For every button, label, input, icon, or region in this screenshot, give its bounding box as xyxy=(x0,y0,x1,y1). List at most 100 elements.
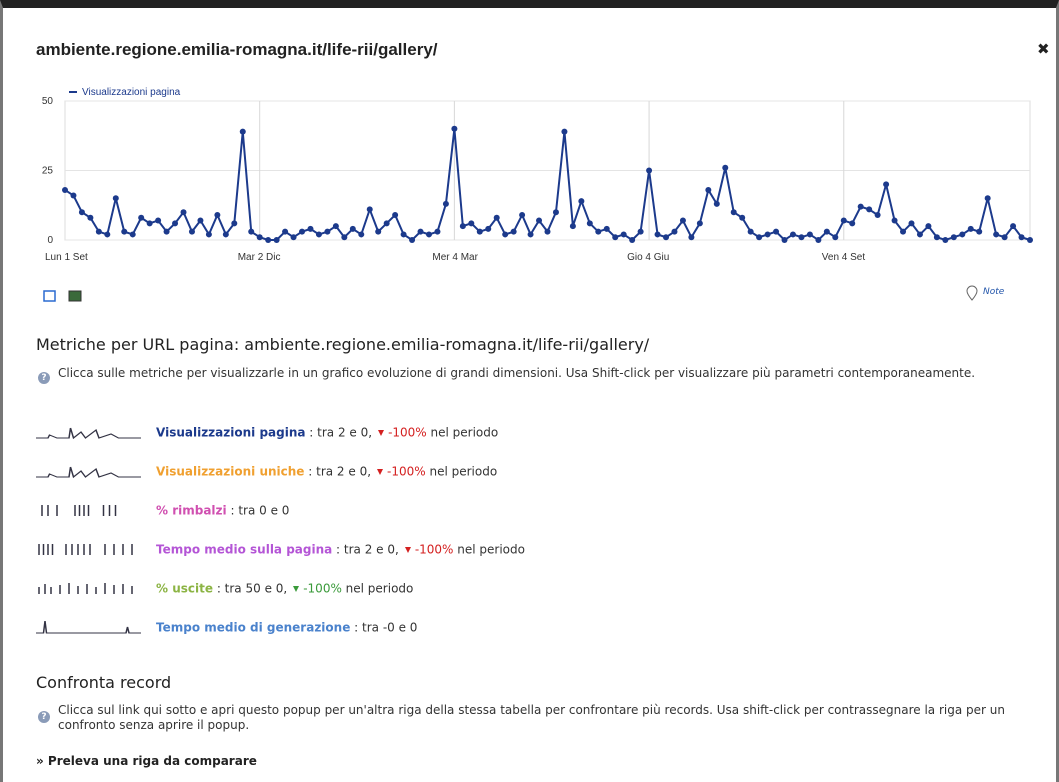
sparkline xyxy=(38,544,133,555)
point xyxy=(561,128,568,135)
point xyxy=(392,211,399,218)
point xyxy=(290,234,297,241)
metric-change: -100% xyxy=(387,464,426,479)
point xyxy=(324,228,331,235)
point xyxy=(629,237,636,243)
point xyxy=(409,237,416,243)
point xyxy=(832,234,839,241)
point xyxy=(908,220,915,227)
x-tick-label: Mar 2 Dic xyxy=(238,252,281,263)
point xyxy=(459,223,466,230)
point xyxy=(1001,234,1008,241)
point xyxy=(739,214,746,221)
point xyxy=(239,128,246,135)
metric-row[interactable]: Tempo medio sulla pagina : tra 2 e 0, -10… xyxy=(36,541,525,561)
point xyxy=(197,217,204,224)
note-link[interactable]: Note xyxy=(983,287,1005,297)
point xyxy=(222,231,229,238)
point xyxy=(874,211,881,218)
point xyxy=(552,209,559,216)
metric-row[interactable]: Visualizzazioni pagina : tra 2 e 0, -100%… xyxy=(36,424,498,444)
x-tick-label: Ven 4 Set xyxy=(822,252,866,263)
icons xyxy=(43,290,82,302)
point xyxy=(375,228,382,235)
point xyxy=(815,237,822,243)
point xyxy=(527,231,534,238)
metric-name: % uscite xyxy=(156,581,213,596)
close-button[interactable]: ✖ xyxy=(1037,40,1050,58)
point xyxy=(87,214,94,221)
point xyxy=(1010,223,1017,230)
change-arrow xyxy=(377,469,384,475)
popup-title: ambiente.regione.emilia-romagna.it/life-… xyxy=(36,40,438,59)
change-arrow xyxy=(404,547,411,553)
point xyxy=(214,211,221,218)
note-icon[interactable] xyxy=(965,285,979,301)
point xyxy=(764,231,771,238)
point xyxy=(104,231,111,238)
sparkline-path xyxy=(36,466,141,479)
metrics-heading: Metriche per URL pagina: ambiente.region… xyxy=(36,335,650,354)
metric-change: -100% xyxy=(388,425,427,440)
image-icon[interactable] xyxy=(68,290,82,302)
point xyxy=(172,220,179,227)
metric-name: Visualizzazioni uniche xyxy=(156,464,305,479)
metric-detail: : tra 2 e 0, xyxy=(304,464,372,479)
metric-row[interactable]: Visualizzazioni uniche : tra 2 e 0, -100%… xyxy=(36,463,497,483)
legend-label: Visualizzazioni pagina xyxy=(82,87,181,98)
sparkline xyxy=(36,466,141,479)
point xyxy=(883,181,890,188)
point xyxy=(646,167,653,174)
metric-row[interactable]: % rimbalzi : tra 0 e 0 xyxy=(36,502,289,522)
point xyxy=(121,228,128,235)
point xyxy=(163,228,170,235)
compare-help: Clicca sul link qui sotto e apri questo … xyxy=(58,703,1005,732)
point xyxy=(248,228,255,235)
point xyxy=(663,234,670,241)
compare-heading: Confronta record xyxy=(36,673,172,692)
x-tick-label: Lun 1 Set xyxy=(45,252,88,263)
point xyxy=(603,225,610,232)
metric-suffix: nel periodo xyxy=(453,542,525,557)
help-icon: ? xyxy=(38,711,50,723)
sparkline xyxy=(36,427,141,440)
point xyxy=(265,237,272,243)
sparkline xyxy=(38,583,133,594)
point xyxy=(434,228,441,235)
metric-row[interactable]: % uscite : tra 50 e 0, -100% nel periodo xyxy=(36,580,413,600)
point xyxy=(722,164,729,171)
point xyxy=(417,228,424,235)
point xyxy=(806,231,813,238)
metrics-help: Clicca sulle metriche per visualizzarle … xyxy=(58,366,976,380)
point xyxy=(857,203,864,210)
point xyxy=(349,225,356,232)
point xyxy=(967,225,974,232)
point xyxy=(493,214,500,221)
point xyxy=(70,192,77,199)
point xyxy=(180,209,187,216)
sparkline-path xyxy=(38,544,133,555)
point xyxy=(451,125,458,132)
point xyxy=(519,211,526,218)
point xyxy=(730,209,737,216)
metric-row[interactable]: Tempo medio di generazione : tra -0 e 0 xyxy=(36,619,417,639)
metric-detail: : tra 2 e 0, xyxy=(332,542,399,557)
point xyxy=(679,217,686,224)
point xyxy=(569,223,576,230)
point xyxy=(282,228,289,235)
point xyxy=(866,206,873,213)
point xyxy=(256,234,263,241)
point xyxy=(358,231,365,238)
table-icon[interactable] xyxy=(43,290,56,302)
point xyxy=(916,231,923,238)
point xyxy=(773,228,780,235)
point xyxy=(307,225,314,232)
point xyxy=(696,220,703,227)
metric-detail: : tra 50 e 0, xyxy=(213,581,288,596)
point xyxy=(425,231,432,238)
compare-link[interactable]: » Preleva una riga da comparare xyxy=(36,754,257,768)
point xyxy=(620,231,627,238)
point xyxy=(138,214,145,221)
point xyxy=(188,228,195,235)
